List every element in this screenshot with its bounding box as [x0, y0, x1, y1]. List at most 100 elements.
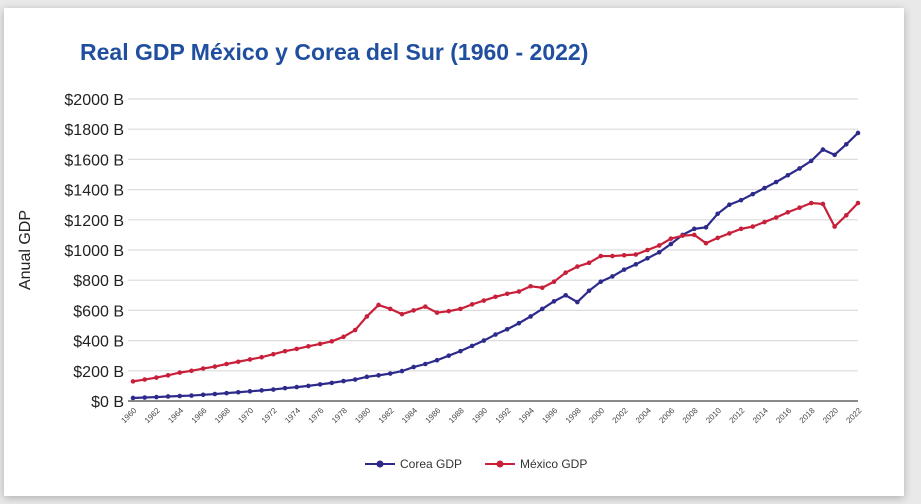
- data-point: [808, 158, 814, 164]
- legend-marker: [496, 460, 504, 468]
- legend-marker: [376, 460, 384, 468]
- x-tick-label: 1962: [143, 406, 162, 425]
- data-point: [387, 306, 393, 312]
- data-point: [551, 279, 557, 285]
- y-tick-label: $1000 B: [64, 243, 124, 260]
- data-point: [645, 256, 650, 261]
- x-tick-label: 1990: [470, 406, 489, 425]
- data-point: [469, 302, 475, 307]
- x-tick-label: 1986: [423, 406, 442, 425]
- chart-card: [4, 8, 904, 496]
- data-point: [154, 394, 159, 400]
- x-tick-label: 1994: [517, 406, 536, 425]
- data-point: [341, 334, 346, 340]
- x-tick-label: 2008: [681, 406, 700, 425]
- data-point: [715, 235, 720, 241]
- data-point: [785, 172, 791, 178]
- data-point: [200, 366, 206, 371]
- data-point: [458, 306, 463, 312]
- data-point: [691, 232, 697, 238]
- y-tick-label: $1200 B: [64, 213, 124, 230]
- data-point: [271, 351, 276, 357]
- x-tick-label: 1978: [330, 406, 349, 425]
- data-point: [165, 394, 171, 399]
- data-point: [130, 395, 136, 401]
- data-point: [668, 241, 674, 247]
- data-point: [364, 314, 370, 319]
- y-tick-label: $600 B: [73, 303, 124, 320]
- y-tick-label: $1800 B: [64, 122, 124, 139]
- data-point: [235, 389, 241, 395]
- data-point: [189, 368, 194, 374]
- data-point: [715, 211, 720, 217]
- data-point: [247, 389, 253, 394]
- data-point: [329, 339, 335, 344]
- data-point: [469, 343, 475, 349]
- x-tick-label: 2016: [774, 406, 793, 425]
- series-line: [132, 132, 859, 400]
- data-point: [446, 353, 452, 359]
- series-corea: [130, 130, 861, 401]
- data-point: [177, 370, 183, 375]
- x-tick-label: 1964: [166, 406, 185, 425]
- data-point: [586, 288, 592, 294]
- data-point: [598, 253, 604, 259]
- data-point: [785, 209, 791, 215]
- data-point: [586, 260, 592, 266]
- data-point: [610, 274, 615, 279]
- y-axis-label: Anual GDP: [17, 210, 34, 290]
- data-point: [376, 373, 381, 378]
- x-tick-label: 1998: [564, 406, 583, 425]
- data-point: [423, 304, 428, 309]
- data-point: [504, 326, 510, 332]
- data-point: [762, 185, 767, 191]
- data-point: [633, 262, 639, 267]
- data-point: [434, 357, 440, 363]
- x-tick-label: 2006: [657, 406, 676, 425]
- data-point: [539, 285, 545, 291]
- data-point: [656, 243, 662, 248]
- data-point: [446, 308, 452, 314]
- data-point: [423, 361, 428, 367]
- data-point: [691, 226, 697, 232]
- data-point: [224, 390, 229, 396]
- data-point: [844, 212, 849, 218]
- data-point: [306, 344, 311, 349]
- data-point: [680, 233, 685, 238]
- x-tick-label: 2020: [821, 406, 840, 425]
- data-point: [282, 385, 288, 391]
- data-point: [142, 377, 147, 382]
- data-point: [200, 392, 206, 398]
- data-point: [633, 252, 639, 257]
- data-point: [773, 215, 779, 220]
- data-point: [364, 374, 370, 380]
- data-point: [154, 375, 159, 380]
- legend-label: Corea GDP: [400, 457, 462, 471]
- data-point: [458, 348, 463, 354]
- data-point: [212, 364, 218, 369]
- data-point: [668, 236, 674, 241]
- data-point: [493, 294, 498, 300]
- y-tick-label: $2000 B: [64, 92, 124, 109]
- data-point: [855, 200, 861, 206]
- y-tick-label: $200 B: [73, 364, 124, 381]
- x-tick-label: 2012: [728, 406, 747, 425]
- data-point: [773, 179, 779, 185]
- x-tick-label: 2004: [634, 406, 653, 425]
- data-point: [329, 380, 335, 386]
- x-tick-label: 1992: [494, 406, 513, 425]
- data-point: [750, 224, 756, 229]
- data-point: [411, 364, 416, 370]
- data-point: [189, 393, 194, 398]
- data-point: [516, 320, 522, 326]
- data-point: [598, 279, 604, 285]
- y-tick-label: $400 B: [73, 334, 124, 351]
- x-tick-label: 1976: [307, 406, 326, 425]
- data-point: [177, 393, 183, 399]
- data-point: [317, 341, 323, 347]
- data-point: [411, 308, 416, 313]
- data-point: [738, 226, 744, 232]
- data-point: [820, 147, 826, 152]
- series-line: [132, 201, 859, 383]
- data-point: [575, 264, 580, 269]
